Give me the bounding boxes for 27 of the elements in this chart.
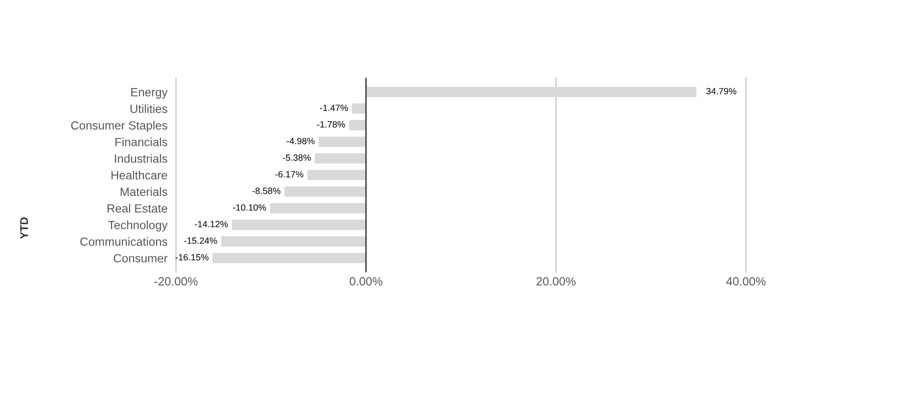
y-axis-title: YTD <box>20 217 28 239</box>
y-tick-label: Energy <box>131 88 168 99</box>
data-label: -1.78% <box>317 121 345 128</box>
x-tick-label: -20.00% <box>154 277 198 286</box>
y-tick-label: Real Estate <box>108 204 168 213</box>
data-label: -5.38% <box>282 154 311 161</box>
data-label: 34.79% <box>706 88 736 94</box>
x-tick-label: 20.00% <box>536 277 576 286</box>
y-tick-label: Consumer <box>114 254 168 262</box>
y-tick-label: Communications <box>80 237 168 246</box>
x-tick-label: 40.00% <box>726 277 766 286</box>
y-tick-label: Financials <box>115 138 168 146</box>
y-tick-label: Healthcare <box>112 170 168 180</box>
data-label: -15.24% <box>184 237 218 244</box>
data-label: -10.10% <box>233 204 266 211</box>
y-tick-label: Utilities <box>130 104 168 113</box>
data-label: -1.47% <box>320 104 348 111</box>
x-tick-label: 0.00% <box>350 277 382 286</box>
data-label: -4.98% <box>286 138 315 144</box>
data-label: -16.15% <box>176 254 208 260</box>
data-label: -8.58% <box>252 188 280 194</box>
data-label: -14.12% <box>194 220 228 228</box>
data-label: -6.17% <box>275 171 304 178</box>
y-tick-label: Materials <box>120 187 168 196</box>
y-tick-label: Industrials <box>114 154 168 163</box>
y-tick-label: Consumer Staples <box>71 120 168 132</box>
y-tick-label: Technology <box>108 220 168 232</box>
